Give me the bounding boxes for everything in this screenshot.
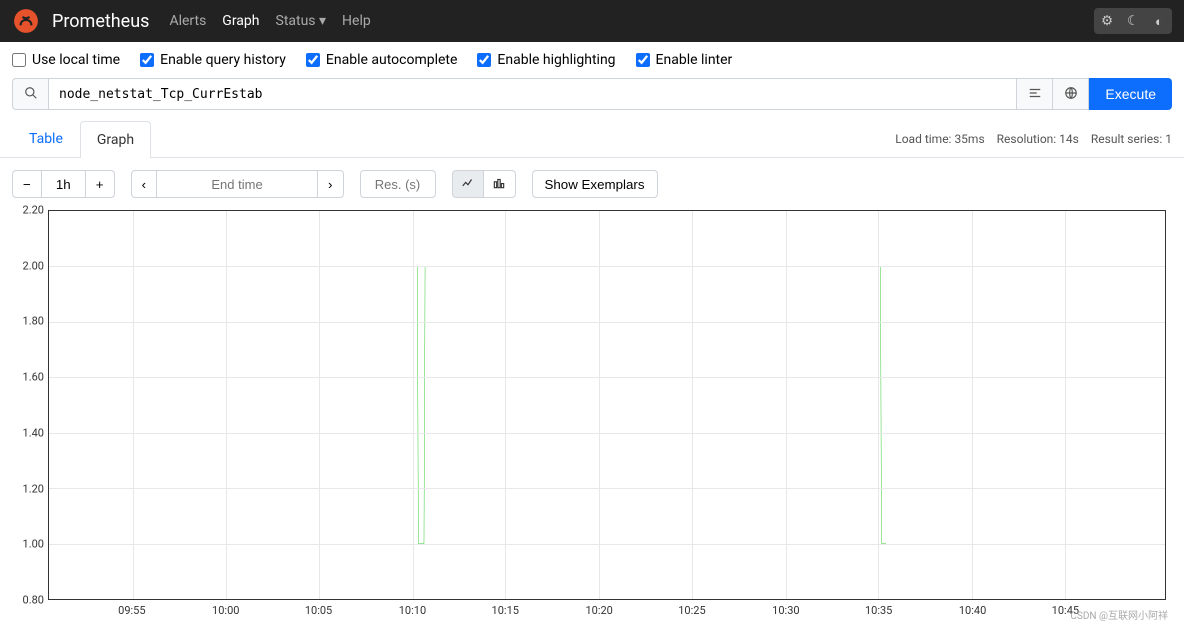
prometheus-logo bbox=[12, 7, 40, 35]
show-exemplars-button[interactable]: Show Exemplars bbox=[532, 170, 658, 198]
metrics-explorer-button[interactable] bbox=[12, 78, 48, 110]
graph-controls: − 1h + ‹ › Show Exemplars bbox=[0, 158, 1184, 210]
watermark: CSDN @互联网小阿祥 bbox=[1070, 607, 1168, 622]
resolution-input[interactable] bbox=[360, 170, 436, 198]
tabs-row: Table Graph Load time: 35ms Resolution: … bbox=[0, 120, 1184, 158]
tab-graph[interactable]: Graph bbox=[80, 121, 151, 158]
chevron-right-icon: › bbox=[328, 177, 332, 192]
linter-checkbox[interactable] bbox=[636, 53, 650, 67]
chart-line bbox=[49, 211, 1165, 599]
time-prev-button[interactable]: ‹ bbox=[131, 170, 157, 198]
search-icon bbox=[24, 86, 38, 103]
meta-resolution: Resolution: 14s bbox=[997, 132, 1079, 146]
options-bar: Use local time Enable query history Enab… bbox=[0, 42, 1184, 78]
plus-icon: + bbox=[96, 177, 104, 192]
x-axis-labels: 09:5510:0010:0510:1010:1510:2010:2510:30… bbox=[48, 604, 1166, 620]
format-button[interactable] bbox=[1017, 78, 1053, 110]
gear-icon: ⚙ bbox=[1101, 13, 1113, 29]
range-group: − 1h + bbox=[12, 170, 115, 198]
nav-status[interactable]: Status ▾ bbox=[276, 13, 327, 29]
chart-type-group bbox=[452, 170, 516, 198]
theme-auto-button[interactable]: ◐ bbox=[1146, 8, 1172, 34]
theme-light-button[interactable]: ⚙ bbox=[1094, 8, 1120, 34]
highlighting-checkbox[interactable] bbox=[477, 53, 491, 67]
time-group: ‹ › bbox=[131, 170, 344, 198]
query-meta: Load time: 35ms Resolution: 14s Result s… bbox=[895, 132, 1172, 146]
end-time-input[interactable] bbox=[157, 170, 317, 198]
range-increase-button[interactable]: + bbox=[86, 170, 115, 198]
line-chart-icon bbox=[461, 176, 475, 193]
nav-help[interactable]: Help bbox=[342, 13, 371, 29]
theme-switcher: ⚙ ☾ ◐ bbox=[1094, 8, 1172, 34]
navbar: Prometheus Alerts Graph Status ▾ Help ⚙ … bbox=[0, 0, 1184, 42]
globe-icon bbox=[1064, 86, 1078, 103]
meta-result-series: Result series: 1 bbox=[1091, 132, 1172, 146]
time-next-button[interactable]: › bbox=[317, 170, 343, 198]
chevron-left-icon: ‹ bbox=[142, 177, 146, 192]
chart-plot bbox=[48, 210, 1166, 600]
brand-text: Prometheus bbox=[52, 11, 149, 32]
nav-alerts[interactable]: Alerts bbox=[169, 13, 206, 29]
stacked-chart-icon bbox=[492, 176, 506, 193]
range-decrease-button[interactable]: − bbox=[12, 170, 42, 198]
moon-icon: ☾ bbox=[1127, 13, 1139, 29]
option-local-time[interactable]: Use local time bbox=[12, 52, 120, 68]
line-chart-button[interactable] bbox=[452, 170, 484, 198]
stacked-chart-button[interactable] bbox=[484, 170, 516, 198]
meta-load-time: Load time: 35ms bbox=[895, 132, 984, 146]
nav-graph[interactable]: Graph bbox=[222, 13, 259, 29]
caret-down-icon: ▾ bbox=[319, 13, 326, 29]
share-button[interactable] bbox=[1053, 78, 1089, 110]
autocomplete-checkbox[interactable] bbox=[306, 53, 320, 67]
option-linter[interactable]: Enable linter bbox=[636, 52, 733, 68]
query-row: Execute bbox=[0, 78, 1184, 120]
chart-area: 2.202.001.801.601.401.201.000.80 09:5510… bbox=[12, 210, 1172, 620]
range-value[interactable]: 1h bbox=[42, 170, 86, 198]
y-axis-labels: 2.202.001.801.601.401.201.000.80 bbox=[12, 210, 46, 600]
format-icon bbox=[1028, 86, 1042, 103]
option-autocomplete[interactable]: Enable autocomplete bbox=[306, 52, 458, 68]
execute-button[interactable]: Execute bbox=[1089, 78, 1172, 110]
minus-icon: − bbox=[23, 177, 31, 192]
option-highlighting[interactable]: Enable highlighting bbox=[477, 52, 615, 68]
query-input[interactable] bbox=[48, 78, 1017, 110]
query-history-checkbox[interactable] bbox=[140, 53, 154, 67]
theme-dark-button[interactable]: ☾ bbox=[1120, 8, 1146, 34]
tab-table[interactable]: Table bbox=[12, 120, 80, 157]
adjust-icon: ◐ bbox=[1155, 14, 1163, 29]
local-time-checkbox[interactable] bbox=[12, 53, 26, 67]
option-query-history[interactable]: Enable query history bbox=[140, 52, 286, 68]
